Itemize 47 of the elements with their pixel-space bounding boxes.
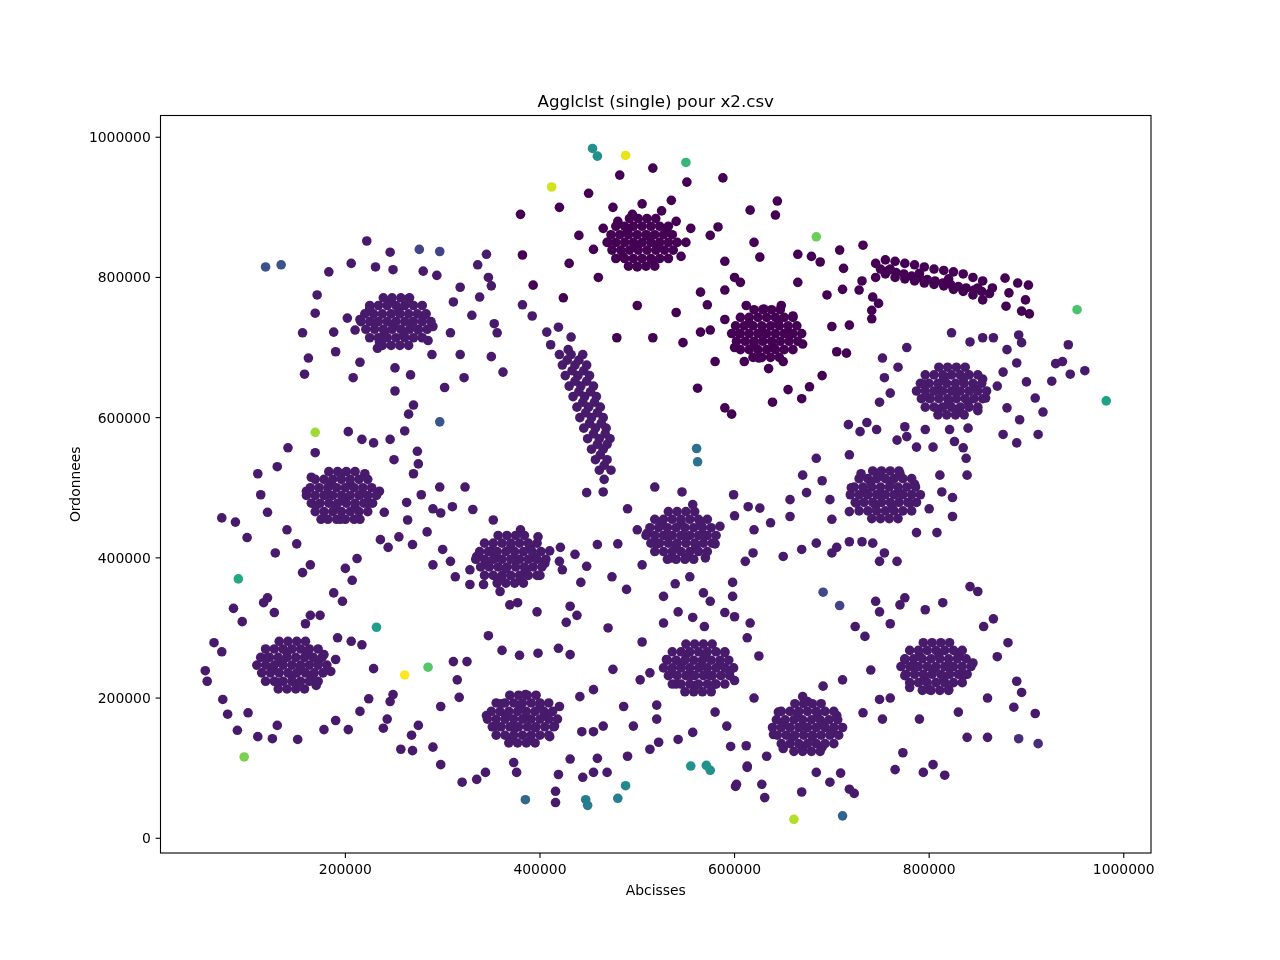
point <box>587 143 598 154</box>
point <box>371 622 382 633</box>
point <box>705 765 716 776</box>
point <box>434 246 445 257</box>
point <box>310 427 321 438</box>
point <box>685 761 696 771</box>
point <box>818 587 828 598</box>
y-tick-label: 400000 <box>97 549 151 566</box>
point <box>434 417 445 427</box>
point <box>1072 304 1082 315</box>
point <box>546 182 557 192</box>
y-tick-label: 1000000 <box>88 129 151 146</box>
y-tick-label: 600000 <box>97 409 151 426</box>
point <box>681 157 691 168</box>
point <box>520 794 531 805</box>
point <box>582 800 593 811</box>
point <box>399 670 410 680</box>
point <box>837 811 848 821</box>
x-tick-label: 800000 <box>902 860 956 877</box>
point <box>1033 738 1043 749</box>
point <box>276 260 286 270</box>
point <box>834 600 845 611</box>
x-tick-label: 200000 <box>318 860 372 877</box>
point <box>691 443 702 454</box>
point <box>1013 733 1024 744</box>
point <box>423 662 433 673</box>
y-tick-label: 200000 <box>97 690 151 707</box>
point <box>811 231 822 242</box>
point <box>620 150 631 161</box>
chart-title: Agglclst (single) pour x2.csv <box>537 91 775 111</box>
x-tick-label: 400000 <box>513 860 567 877</box>
x-tick-label: 1000000 <box>1092 860 1155 877</box>
y-tick-label: 0 <box>141 830 151 847</box>
point <box>233 574 244 584</box>
x-axis-title: Abcisses <box>625 882 686 898</box>
point <box>613 793 623 804</box>
point <box>260 262 271 272</box>
point <box>414 244 425 255</box>
point <box>620 780 631 791</box>
point <box>592 151 603 161</box>
point <box>692 457 703 467</box>
point <box>789 814 799 825</box>
point <box>239 752 249 762</box>
point <box>1101 396 1112 406</box>
y-axis-title: Ordonnees <box>67 446 83 523</box>
y-tick-label: 800000 <box>97 269 151 286</box>
x-tick-label: 600000 <box>708 860 762 877</box>
